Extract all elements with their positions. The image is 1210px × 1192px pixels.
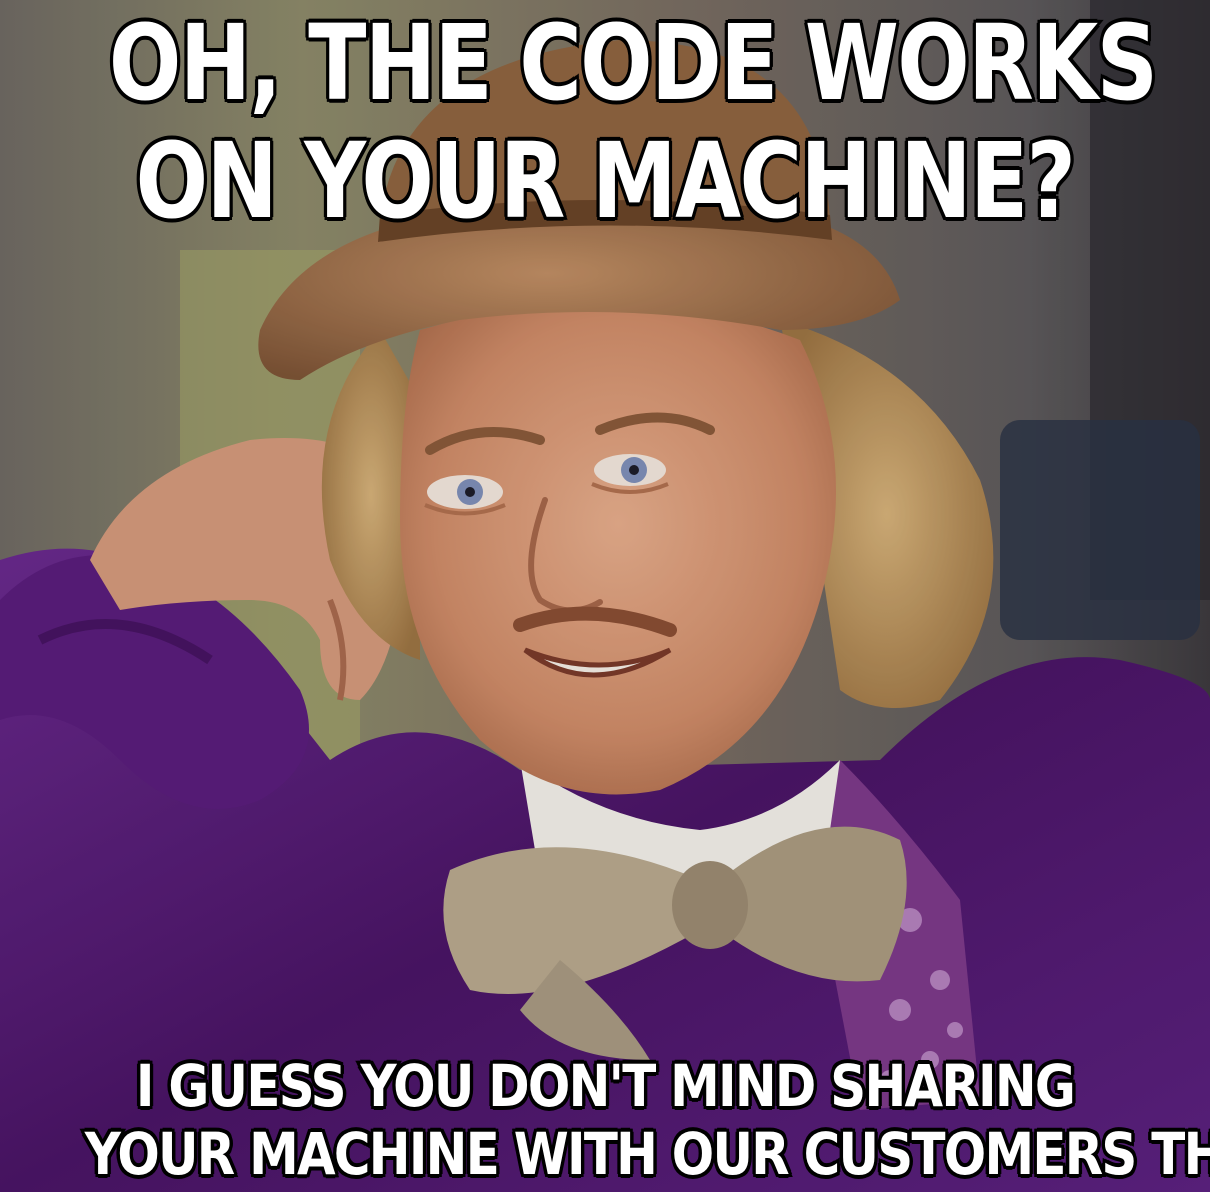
bottom-caption-line-1: I GUESS YOU DON'T MIND SHARING [133,1049,1078,1123]
top-caption-line-1: OH, THE CODE WORKS [106,1,1160,125]
top-caption: OH, THE CODE WORKS ON YOUR MACHINE? [106,1,1160,243]
top-caption-line-2: ON YOUR MACHINE? [133,119,1078,243]
bottom-caption-line-2: YOUR MACHINE WITH OUR CUSTOMERS THEN. [82,1117,1210,1191]
bottom-caption: I GUESS YOU DON'T MIND SHARING YOUR MACH… [82,1049,1210,1191]
